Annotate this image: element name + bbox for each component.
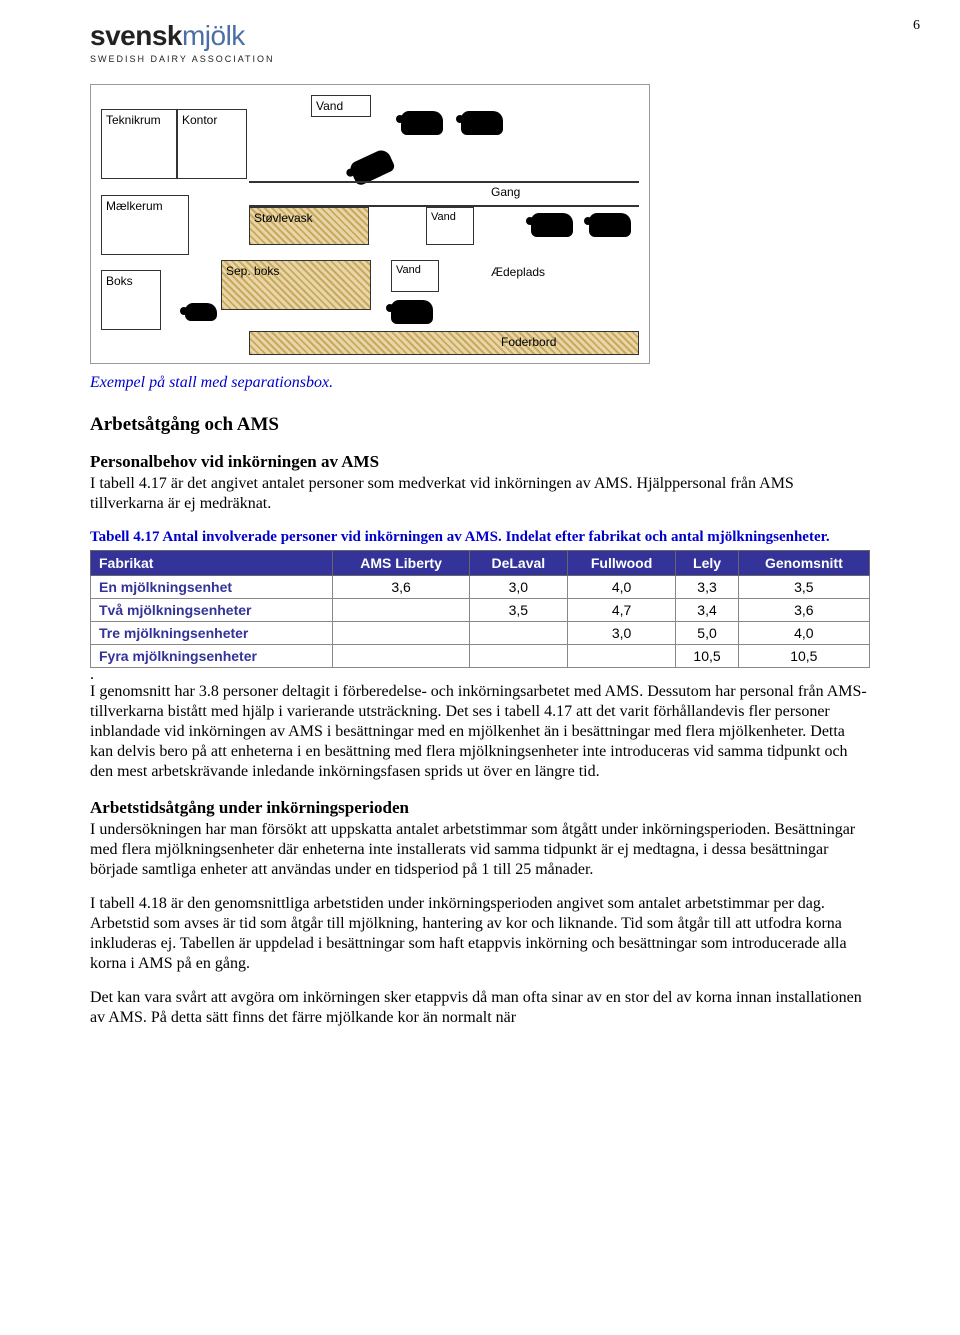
- room-label: Støvlevask: [254, 211, 313, 225]
- sub-heading-arbetstid: Arbetstidsåtgång under inkörningsperiode…: [90, 798, 870, 818]
- row-label: En mjölkningsenhet: [91, 576, 333, 599]
- col-genomsnitt: Genomsnitt: [738, 551, 869, 576]
- section-heading: Arbetsåtgång och AMS: [90, 414, 870, 436]
- table-row: Fyra mjölkningsenheter 10,5 10,5: [91, 645, 870, 668]
- cow-icon: [531, 213, 573, 237]
- label-gang: Gang: [491, 185, 520, 199]
- row-label: Tre mjölkningsenheter: [91, 622, 333, 645]
- room-sep-boks: Sep. boks: [221, 260, 371, 310]
- cow-icon: [391, 300, 433, 324]
- paragraph: Det kan vara svårt att avgöra om inkörni…: [90, 988, 870, 1028]
- label-aedeplads: Ædeplads: [491, 265, 545, 279]
- cell: 10,5: [676, 645, 738, 668]
- room-label: Mælkerum: [106, 199, 163, 213]
- cell: [469, 645, 567, 668]
- cell: [333, 645, 470, 668]
- table-row: Tre mjölkningsenheter 3,0 5,0 4,0: [91, 622, 870, 645]
- cell: [567, 645, 676, 668]
- cow-icon: [185, 303, 217, 321]
- figure-caption: Exempel på stall med separationsbox.: [90, 374, 870, 392]
- cell: [469, 622, 567, 645]
- col-fabrikat: Fabrikat: [91, 551, 333, 576]
- cow-icon: [461, 111, 503, 135]
- cell: 3,0: [469, 576, 567, 599]
- table-header-row: Fabrikat AMS Liberty DeLaval Fullwood Le…: [91, 551, 870, 576]
- row-label: Två mjölkningsenheter: [91, 599, 333, 622]
- cell: 3,0: [567, 622, 676, 645]
- cell: 3,3: [676, 576, 738, 599]
- cell: [333, 622, 470, 645]
- col-delaval: DeLaval: [469, 551, 567, 576]
- col-ams-liberty: AMS Liberty: [333, 551, 470, 576]
- logo-blue: mjölk: [182, 20, 245, 51]
- table-row: En mjölkningsenhet 3,6 3,0 4,0 3,3 3,5: [91, 576, 870, 599]
- cell: 4,0: [738, 622, 869, 645]
- table-4-17: Fabrikat AMS Liberty DeLaval Fullwood Le…: [90, 550, 870, 668]
- col-fullwood: Fullwood: [567, 551, 676, 576]
- cell: 5,0: [676, 622, 738, 645]
- paragraph: I undersökningen har man försökt att upp…: [90, 820, 870, 880]
- logo-bold: svensk: [90, 20, 182, 51]
- table-row: Två mjölkningsenheter 3,5 4,7 3,4 3,6: [91, 599, 870, 622]
- cell: 4,7: [567, 599, 676, 622]
- cell: 3,6: [738, 599, 869, 622]
- room-vand-mid2: Vand: [391, 260, 439, 292]
- room-stovlevask: Støvlevask: [249, 207, 369, 245]
- floorplan-figure: Teknikrum Kontor Vand Gang Mælkerum Støv…: [90, 84, 650, 364]
- paragraph: I genomsnitt har 3.8 personer deltagit i…: [90, 682, 870, 782]
- brand-logo: svenskmjölk SWEDISH DAIRY ASSOCIATION: [90, 20, 870, 64]
- room-label: Teknikrum: [106, 113, 161, 127]
- paragraph: I tabell 4.18 är den genomsnittliga arbe…: [90, 894, 870, 974]
- cell: 3,6: [333, 576, 470, 599]
- sub-heading-personalbehov: Personalbehov vid inkörningen av AMS: [90, 452, 870, 472]
- room-maelkerum: Mælkerum: [101, 195, 189, 255]
- room-label: Sep. boks: [226, 264, 279, 278]
- table-footnote-dot: .: [90, 670, 870, 680]
- room-kontor: Kontor: [177, 109, 247, 179]
- cell: 10,5: [738, 645, 869, 668]
- room-boks: Boks: [101, 270, 161, 330]
- col-lely: Lely: [676, 551, 738, 576]
- table-caption: Tabell 4.17 Antal involverade personer v…: [90, 528, 870, 546]
- paragraph: I tabell 4.17 är det angivet antalet per…: [90, 474, 870, 514]
- label-foderbord: Foderbord: [501, 335, 556, 349]
- cell: [333, 599, 470, 622]
- room-label: Kontor: [182, 113, 217, 127]
- cell: 3,5: [469, 599, 567, 622]
- logo-subtitle: SWEDISH DAIRY ASSOCIATION: [90, 54, 870, 64]
- cow-icon: [589, 213, 631, 237]
- room-vand-top: Vand: [311, 95, 371, 117]
- cell: 3,5: [738, 576, 869, 599]
- room-label: Vand: [431, 211, 456, 223]
- page-number: 6: [913, 18, 920, 34]
- room-label: Boks: [106, 274, 133, 288]
- cell: 3,4: [676, 599, 738, 622]
- room-label: Vand: [316, 99, 343, 113]
- room-label: Vand: [396, 264, 421, 276]
- cell: 4,0: [567, 576, 676, 599]
- room-teknikrum: Teknikrum: [101, 109, 177, 179]
- logo-main: svenskmjölk: [90, 20, 870, 52]
- room-foderbord: [249, 331, 639, 355]
- room-vand-mid1: Vand: [426, 207, 474, 245]
- row-label: Fyra mjölkningsenheter: [91, 645, 333, 668]
- cow-icon: [401, 111, 443, 135]
